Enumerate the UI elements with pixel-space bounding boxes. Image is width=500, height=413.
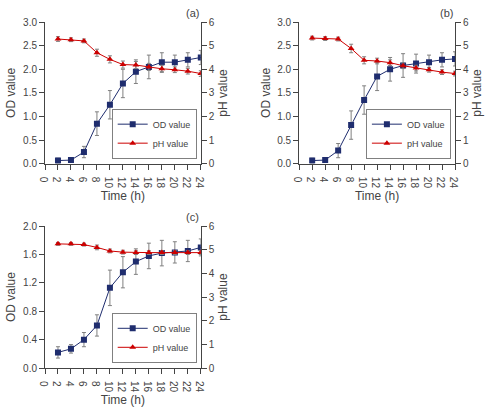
svg-text:6: 6 xyxy=(331,177,342,183)
svg-text:1.2: 1.2 xyxy=(23,277,37,288)
svg-text:1.5: 1.5 xyxy=(277,87,291,98)
svg-text:2: 2 xyxy=(209,111,215,122)
svg-text:pH value: pH value xyxy=(153,343,189,353)
svg-text:OD value: OD value xyxy=(153,324,191,334)
svg-text:8: 8 xyxy=(344,177,355,183)
svg-text:2.5: 2.5 xyxy=(277,40,291,51)
svg-text:16: 16 xyxy=(142,177,153,189)
svg-text:0: 0 xyxy=(209,363,215,374)
svg-text:18: 18 xyxy=(409,177,420,189)
svg-text:pH value: pH value xyxy=(216,69,230,117)
svg-text:OD value: OD value xyxy=(407,120,445,130)
svg-text:22: 22 xyxy=(181,381,192,393)
svg-text:0.0: 0.0 xyxy=(23,363,37,374)
svg-text:OD value: OD value xyxy=(153,120,191,130)
svg-text:24: 24 xyxy=(194,177,205,189)
svg-text:6: 6 xyxy=(209,221,215,232)
svg-text:pH value: pH value xyxy=(470,69,484,117)
svg-text:6: 6 xyxy=(209,17,215,28)
svg-text:6: 6 xyxy=(77,381,88,387)
svg-text:2: 2 xyxy=(209,315,215,326)
svg-text:Time (h): Time (h) xyxy=(101,189,145,203)
svg-text:16: 16 xyxy=(142,381,153,393)
svg-text:14: 14 xyxy=(129,177,140,189)
svg-text:5: 5 xyxy=(209,40,215,51)
svg-text:3.0: 3.0 xyxy=(277,17,291,28)
svg-text:14: 14 xyxy=(129,381,140,393)
svg-text:0: 0 xyxy=(38,381,49,387)
svg-text:18: 18 xyxy=(155,381,166,393)
svg-text:6: 6 xyxy=(77,177,88,183)
svg-text:4: 4 xyxy=(318,177,329,183)
svg-text:22: 22 xyxy=(435,177,446,189)
svg-text:(c): (c) xyxy=(186,211,199,223)
svg-text:pH value: pH value xyxy=(216,273,230,321)
svg-text:pH value: pH value xyxy=(153,139,189,149)
svg-text:24: 24 xyxy=(194,381,205,393)
svg-text:1: 1 xyxy=(209,135,215,146)
svg-text:2: 2 xyxy=(51,177,62,183)
svg-text:20: 20 xyxy=(168,381,179,393)
svg-text:2: 2 xyxy=(463,111,469,122)
svg-text:8: 8 xyxy=(90,177,101,183)
svg-text:4: 4 xyxy=(209,268,215,279)
svg-text:OD value: OD value xyxy=(259,68,273,118)
svg-text:2.5: 2.5 xyxy=(23,40,37,51)
svg-text:14: 14 xyxy=(383,177,394,189)
svg-text:0.5: 0.5 xyxy=(277,135,291,146)
svg-text:OD value: OD value xyxy=(4,272,18,322)
svg-text:10: 10 xyxy=(357,177,368,189)
svg-text:(a): (a) xyxy=(186,7,199,19)
svg-text:24: 24 xyxy=(448,177,459,189)
svg-text:5: 5 xyxy=(463,40,469,51)
svg-text:4: 4 xyxy=(209,64,215,75)
svg-text:10: 10 xyxy=(103,381,114,393)
svg-text:0.0: 0.0 xyxy=(277,158,291,169)
svg-text:3: 3 xyxy=(463,87,469,98)
svg-text:1: 1 xyxy=(463,135,469,146)
svg-text:0: 0 xyxy=(463,158,469,169)
svg-text:6: 6 xyxy=(463,17,469,28)
svg-text:0.8: 0.8 xyxy=(23,306,37,317)
svg-text:Time (h): Time (h) xyxy=(101,393,145,407)
svg-text:4: 4 xyxy=(64,381,75,387)
svg-text:4: 4 xyxy=(64,177,75,183)
svg-text:0: 0 xyxy=(38,177,49,183)
svg-text:0: 0 xyxy=(292,177,303,183)
svg-text:12: 12 xyxy=(370,177,381,189)
svg-text:12: 12 xyxy=(116,381,127,393)
svg-text:1.6: 1.6 xyxy=(23,249,37,260)
svg-text:2.0: 2.0 xyxy=(23,64,37,75)
svg-text:20: 20 xyxy=(422,177,433,189)
svg-text:OD value: OD value xyxy=(4,68,18,118)
svg-text:20: 20 xyxy=(168,177,179,189)
svg-text:1.0: 1.0 xyxy=(277,111,291,122)
svg-text:3: 3 xyxy=(209,87,215,98)
svg-text:0: 0 xyxy=(209,158,215,169)
svg-text:1: 1 xyxy=(209,339,215,350)
svg-text:0.4: 0.4 xyxy=(23,334,37,345)
svg-text:1.0: 1.0 xyxy=(23,111,37,122)
svg-text:3: 3 xyxy=(209,292,215,303)
svg-text:16: 16 xyxy=(396,177,407,189)
svg-text:1.5: 1.5 xyxy=(23,87,37,98)
svg-text:pH value: pH value xyxy=(407,139,443,149)
svg-text:10: 10 xyxy=(103,177,114,189)
svg-text:5: 5 xyxy=(209,244,215,255)
svg-text:Time (h): Time (h) xyxy=(355,189,399,203)
svg-text:18: 18 xyxy=(155,177,166,189)
svg-text:2.0: 2.0 xyxy=(277,64,291,75)
svg-text:2.0: 2.0 xyxy=(23,221,37,232)
svg-text:8: 8 xyxy=(90,381,101,387)
svg-text:(b): (b) xyxy=(440,7,453,19)
svg-text:2: 2 xyxy=(305,177,316,183)
svg-text:22: 22 xyxy=(181,177,192,189)
svg-text:12: 12 xyxy=(116,177,127,189)
svg-text:0.0: 0.0 xyxy=(23,158,37,169)
svg-text:3.0: 3.0 xyxy=(23,17,37,28)
svg-text:0.5: 0.5 xyxy=(23,135,37,146)
svg-text:2: 2 xyxy=(51,381,62,387)
svg-text:4: 4 xyxy=(463,64,469,75)
